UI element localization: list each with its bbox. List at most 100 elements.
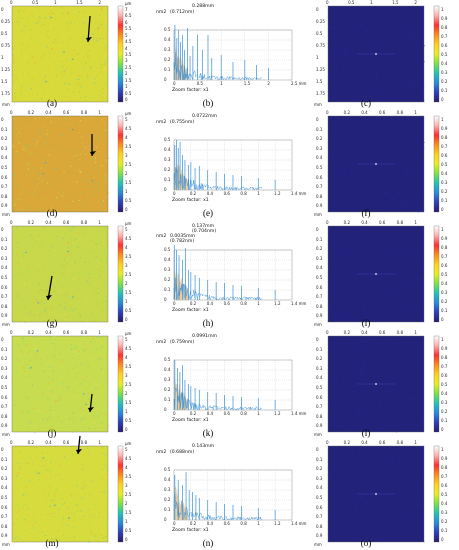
y-tick: 1 [1,55,4,60]
fft-texture [385,304,387,305]
fft-texture [330,97,332,99]
fft-texture [350,207,352,209]
fft-texture [394,202,396,204]
texture-dot [26,321,28,323]
texture-dot [37,8,39,11]
texture-dot [26,233,28,235]
texture-dot [102,447,104,449]
fft-texture [380,66,383,68]
fft-texture [405,206,408,208]
texture-dot [101,452,103,454]
texture-dot [21,31,23,33]
fft-texture [358,198,361,200]
texture-dot [94,29,96,31]
fft-texture [354,479,356,480]
texture-dot [37,351,40,354]
colorbar-tick: 0.5 [125,528,132,533]
fft-texture [387,304,390,306]
fft-texture [407,516,409,518]
texture-dot [30,482,32,484]
x-tick: 1 [54,0,57,5]
fft-colorbar-tick: 0.5 [441,52,448,57]
fft-texture [414,466,416,467]
texture-dot [106,39,108,41]
texture-dot [98,319,100,321]
texture-dot [70,53,72,56]
spectrum-x-tick: 0.4 [206,301,214,306]
defect-mark [82,393,85,395]
fft-texture [371,526,373,528]
fft-texture [364,72,367,74]
fft-texture [332,282,335,284]
fft-texture [371,275,373,277]
texture-dot [42,54,45,56]
fft-texture [394,399,396,401]
spectrum-x-tick: 0 [173,81,176,86]
texture-dot [66,481,69,483]
fft-x-unit: mm [314,322,322,327]
texture-dot [35,269,37,271]
texture-dot [16,150,18,153]
texture-dot [41,531,43,533]
colorbar-tick: 3 [125,263,128,268]
fft-texture [384,239,386,241]
peak-label: 0.0722mm [192,114,218,119]
texture-dot [75,154,78,156]
texture-dot [107,396,109,398]
texture-dot [54,496,56,498]
texture-dot [32,93,34,96]
fft-texture [411,180,413,182]
texture-dot [85,342,87,344]
texture-dot [80,316,82,318]
spectrum-y-tick: 0 [164,297,167,302]
fft-texture [410,454,412,456]
fft-y-tick: 1.75 [316,91,325,96]
texture-dot [80,97,82,99]
spectrum-x-tick: 0.8 [240,191,247,196]
fft-texture [356,297,358,299]
fft-texture [389,446,391,448]
texture-dot [22,72,24,74]
texture-dot [14,231,16,234]
texture-dot [16,295,19,297]
fft-texture [336,381,338,382]
y-tick: 0.6 [1,284,8,290]
fft-texture [360,70,363,71]
texture-dot [84,163,87,165]
fft-texture [354,538,356,540]
fft-texture [352,163,354,164]
fft-texture [380,90,382,92]
texture-dot [54,119,56,121]
texture-dot [28,45,30,47]
texture-dot [77,416,79,418]
texture-dot [88,364,90,366]
texture-dot [66,205,68,207]
fft-colorbar-tick: 0.2 [441,519,448,524]
fft-texture [347,138,349,140]
texture-dot [82,463,84,465]
texture-dot [78,91,81,93]
texture-dot [44,302,46,304]
spectrum-chart-row2 [173,139,293,191]
fft-texture [364,273,367,274]
texture-dot [48,52,50,54]
texture-dot [105,313,107,315]
texture-dot [62,17,64,19]
fft-colorbar-tick: 0.3 [441,400,448,405]
fft-texture [422,96,424,98]
texture-dot [47,132,49,134]
fft-texture [357,281,359,282]
panel-caption: (l) [361,428,371,438]
fft-texture [338,314,341,316]
fft-colorbar-tick: 0.2 [441,79,448,84]
fft-texture [401,247,403,249]
texture-dot [23,244,25,246]
texture-dot [53,336,56,338]
height-map-surface [11,5,109,103]
fft-colorbar-tick: 0 [441,207,444,212]
texture-dot [74,21,76,23]
fft-texture [356,64,359,66]
texture-dot [80,383,82,385]
spectrum-y-tick: 0.2 [164,57,171,62]
texture-dot [90,536,92,538]
